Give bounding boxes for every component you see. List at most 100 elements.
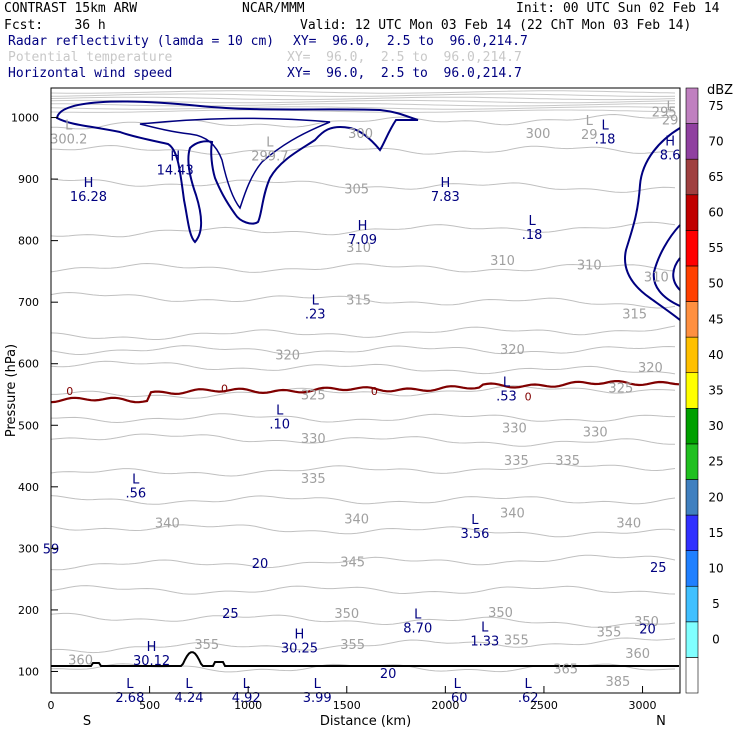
wind-extremum-letter: H <box>147 640 157 655</box>
theta-line-upper <box>51 103 675 107</box>
theta-line <box>50 462 676 477</box>
colorbar-swatch <box>685 621 699 658</box>
theta-label: 335 <box>504 454 529 469</box>
y-tick-label: 1000 <box>11 112 39 125</box>
freezing-level-label: 0 <box>221 382 228 395</box>
x-end-label-south: S <box>83 714 91 729</box>
theta-label: 330 <box>583 426 608 441</box>
init-time: Init: 00 UTC Sun 02 Feb 14 <box>516 1 720 16</box>
theta-line <box>51 413 675 424</box>
colorbar-label: 75 <box>708 99 723 113</box>
y-tick-label: 400 <box>18 481 39 494</box>
colorbar-swatch <box>685 407 699 445</box>
x-tick-label: 2000 <box>431 699 459 712</box>
theta-line <box>50 345 676 356</box>
colorbar-swatch <box>685 550 699 587</box>
wind-contour-25 <box>139 117 331 210</box>
theta-line <box>50 585 676 595</box>
wind-extremum-value: 1.33 <box>470 634 499 649</box>
colorbar-swatch <box>685 443 699 480</box>
theta-label: 315 <box>622 307 647 322</box>
field3-name: Horizontal wind speed <box>8 66 173 81</box>
colorbar-label: 20 <box>708 490 723 504</box>
wind-extremum-value: 7.09 <box>348 233 377 248</box>
y-tick-label: 700 <box>18 296 39 309</box>
wind-contour-20-north <box>624 127 681 321</box>
theta-label: 310 <box>490 254 515 269</box>
colorbar-swatch <box>685 336 699 374</box>
theta-extremum-value: 29 <box>662 114 679 129</box>
freezing-level-line <box>50 380 680 404</box>
wind-extremum-letter: L <box>481 620 489 635</box>
theta-label: 335 <box>301 472 326 487</box>
wind-contour-25-north <box>652 224 681 307</box>
wind-speed-label: 25 <box>222 607 239 622</box>
wind-extremum-value: 3.56 <box>460 527 489 542</box>
wind-extremum-value: 14.43 <box>157 163 194 178</box>
theta-line <box>50 178 676 193</box>
colorbar-swatch <box>685 479 699 516</box>
wind-extremum-value: .23 <box>305 307 326 322</box>
colorbar-label: 40 <box>708 348 723 362</box>
wind-extremum-letter: L <box>312 293 320 308</box>
theta-label: 365 <box>553 663 578 678</box>
wind-extremum-letter: H <box>170 149 180 164</box>
colorbar-swatch <box>685 194 699 231</box>
theta-line <box>50 144 676 155</box>
theta-label: 350 <box>334 607 359 622</box>
theta-label: 330 <box>502 421 527 436</box>
field2-name: Potential temperature <box>8 50 173 65</box>
theta-line <box>50 612 676 628</box>
theta-extremum-letter: L <box>667 100 675 115</box>
colorbar-label: 10 <box>708 561 723 575</box>
theta-extremum-value: 299.7 <box>251 149 288 164</box>
theta-label: 350 <box>488 606 513 621</box>
wind-extremum-letter: L <box>471 513 479 528</box>
wind-extremum-value: .60 <box>447 691 468 706</box>
wind-extremum-letter: L <box>503 375 511 390</box>
y-tick-label: 300 <box>18 542 39 555</box>
colorbar-swatch <box>685 158 699 196</box>
wind-extremum-letter: H <box>84 176 94 191</box>
field2-xy: XY= 96.0, 2.5 to 96.0,214.7 <box>287 50 522 65</box>
colorbar-unit: dBZ <box>707 83 733 98</box>
theta-label: 385 <box>605 675 630 690</box>
field3-xy: XY= 96.0, 2.5 to 96.0,214.7 <box>287 66 522 81</box>
theta-label: 360 <box>68 653 93 668</box>
colorbar-label: 0 <box>712 633 720 647</box>
x-tick-label: 2500 <box>530 699 558 712</box>
wind-extremum-letter: L <box>525 677 533 692</box>
theta-label: 355 <box>504 634 529 649</box>
wind-extremum-value: .53 <box>496 389 517 404</box>
y-tick-label: 200 <box>18 604 39 617</box>
y-tick-label: 900 <box>18 173 39 186</box>
y-tick-label: 100 <box>18 665 39 678</box>
colorbar-swatch <box>685 123 699 160</box>
theta-line-upper <box>50 109 676 113</box>
wind-extremum-value: .56 <box>125 487 146 502</box>
wind-speed-label: 20 <box>639 623 656 638</box>
wind-speed-label: 20 <box>380 667 397 682</box>
colorbar-swatch <box>685 514 699 551</box>
theta-extremum-letter: L <box>586 114 594 129</box>
wind-speed-label: 20 <box>252 557 269 572</box>
theta-label: 310 <box>577 258 602 273</box>
wind-extremum-value: 4.92 <box>232 691 261 706</box>
theta-extremum-value: 300.2 <box>50 133 87 148</box>
wind-extremum-letter: L <box>454 677 462 692</box>
theta-extremum-value: 29 <box>581 128 598 143</box>
theta-line-upper <box>50 106 676 110</box>
theta-label: 340 <box>344 512 369 527</box>
theta-line-upper <box>50 99 676 104</box>
center-title: NCAR/MMM <box>242 1 305 16</box>
theta-label: 335 <box>555 454 580 469</box>
x-tick-label: 500 <box>139 699 160 712</box>
wind-extremum-value: 7.83 <box>431 190 460 205</box>
wind-contour-30-north <box>672 257 681 291</box>
colorbar: dBZ 0 5 10 15 20 25 30 35 40 45 50 55 60 65 70 75 <box>685 83 733 694</box>
field1-xy: XY= 96.0, 2.5 to 96.0,214.7 <box>293 34 528 49</box>
theta-label: 355 <box>340 638 365 653</box>
theta-label: 325 <box>608 381 633 396</box>
theta-line <box>50 291 676 309</box>
